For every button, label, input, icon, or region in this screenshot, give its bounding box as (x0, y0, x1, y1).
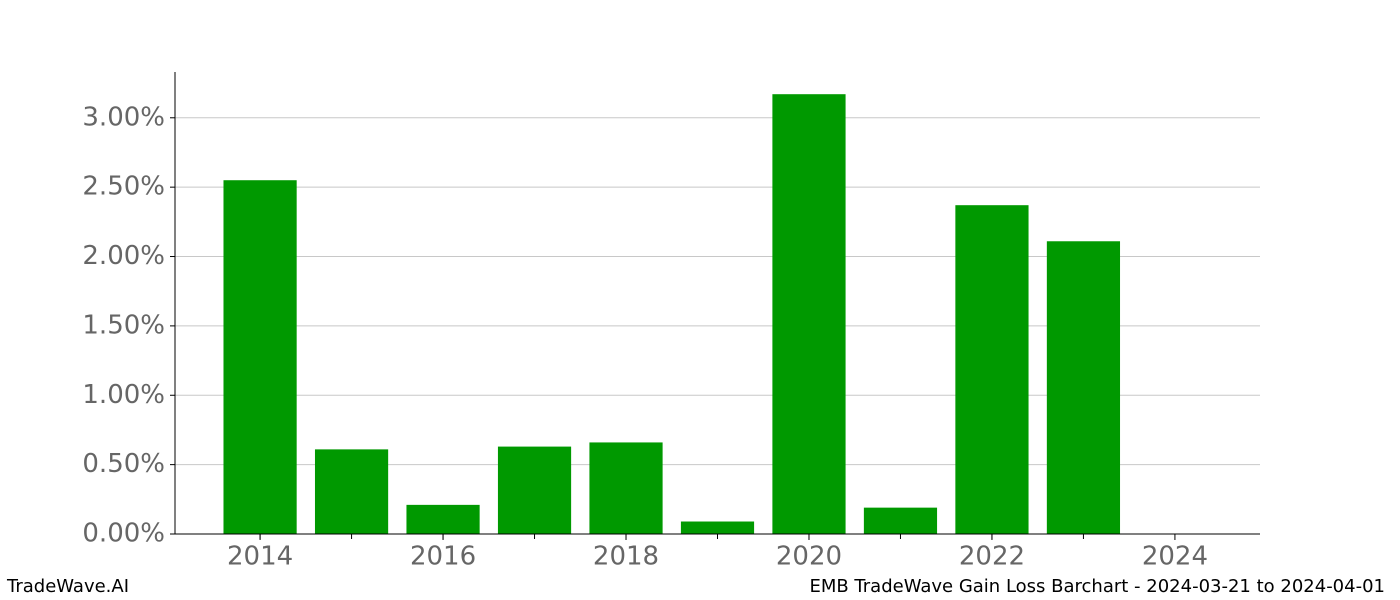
bar (1046, 241, 1121, 534)
bar (223, 180, 297, 534)
y-tick-label: 0.50% (82, 449, 165, 479)
chart-title: EMB TradeWave Gain Loss Barchart - 2024-… (809, 576, 1385, 597)
y-tick-label: 2.50% (82, 172, 165, 202)
watermark: TradeWave.AI (6, 576, 129, 597)
x-tick-label: 2014 (227, 542, 293, 572)
bar (314, 449, 389, 534)
y-tick-label: 1.50% (82, 310, 165, 340)
y-tick-label: 3.00% (82, 102, 165, 132)
bar (497, 446, 572, 534)
x-tick-label: 2024 (1142, 542, 1208, 572)
bar (955, 205, 1029, 534)
bar (863, 507, 938, 534)
y-tick-label: 1.00% (82, 380, 165, 410)
x-tick-label: 2022 (959, 542, 1025, 572)
x-tick-label: 2020 (776, 542, 842, 572)
x-tick-label: 2016 (410, 542, 476, 572)
x-tick-label: 2018 (593, 542, 659, 572)
bar (680, 521, 755, 534)
bar (772, 94, 846, 535)
y-tick-label: 2.00% (82, 241, 165, 271)
bar (406, 504, 480, 534)
y-tick-label: 0.00% (82, 519, 165, 549)
bar (589, 442, 663, 534)
